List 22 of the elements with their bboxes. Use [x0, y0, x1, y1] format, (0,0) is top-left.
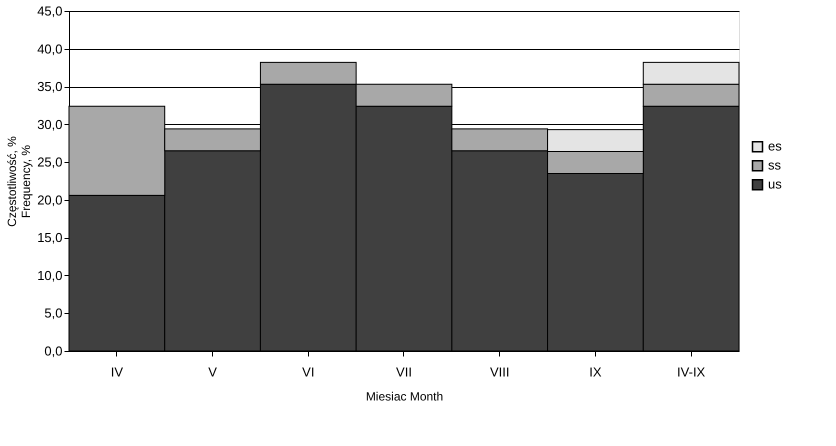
y-tick-label: 45,0 [37, 4, 62, 18]
y-tick-label: 35,0 [37, 79, 62, 94]
legend-label: ss [768, 158, 782, 173]
x-tick-label: VIII [490, 364, 510, 380]
x-tick-label: IV [110, 364, 124, 380]
x-tick-label: V [208, 364, 218, 380]
x-tick-label: IX [589, 364, 602, 380]
y-tick-label: 30,0 [37, 116, 62, 132]
y-tick-label: 15,0 [37, 230, 62, 246]
y-tick-label: 25,0 [37, 154, 62, 170]
y-tick-label: 40,0 [37, 41, 62, 56]
legend-label: es [768, 138, 782, 154]
y-tick-label: 10,0 [37, 268, 62, 283]
x-tick-label: VI [302, 364, 314, 380]
x-axis-title: Miesiac Month [366, 390, 444, 404]
legend-label: us [768, 176, 782, 192]
y-tick-label: 5,0 [44, 306, 62, 321]
y-tick-label: 20,0 [37, 192, 62, 208]
x-tick-label: VII [396, 364, 412, 380]
x-tick-label: IV-IX [677, 364, 706, 380]
y-tick-label: 0,0 [44, 344, 62, 358]
y-axis-title: Częstotliwość, % Frequency, % [5, 136, 34, 227]
